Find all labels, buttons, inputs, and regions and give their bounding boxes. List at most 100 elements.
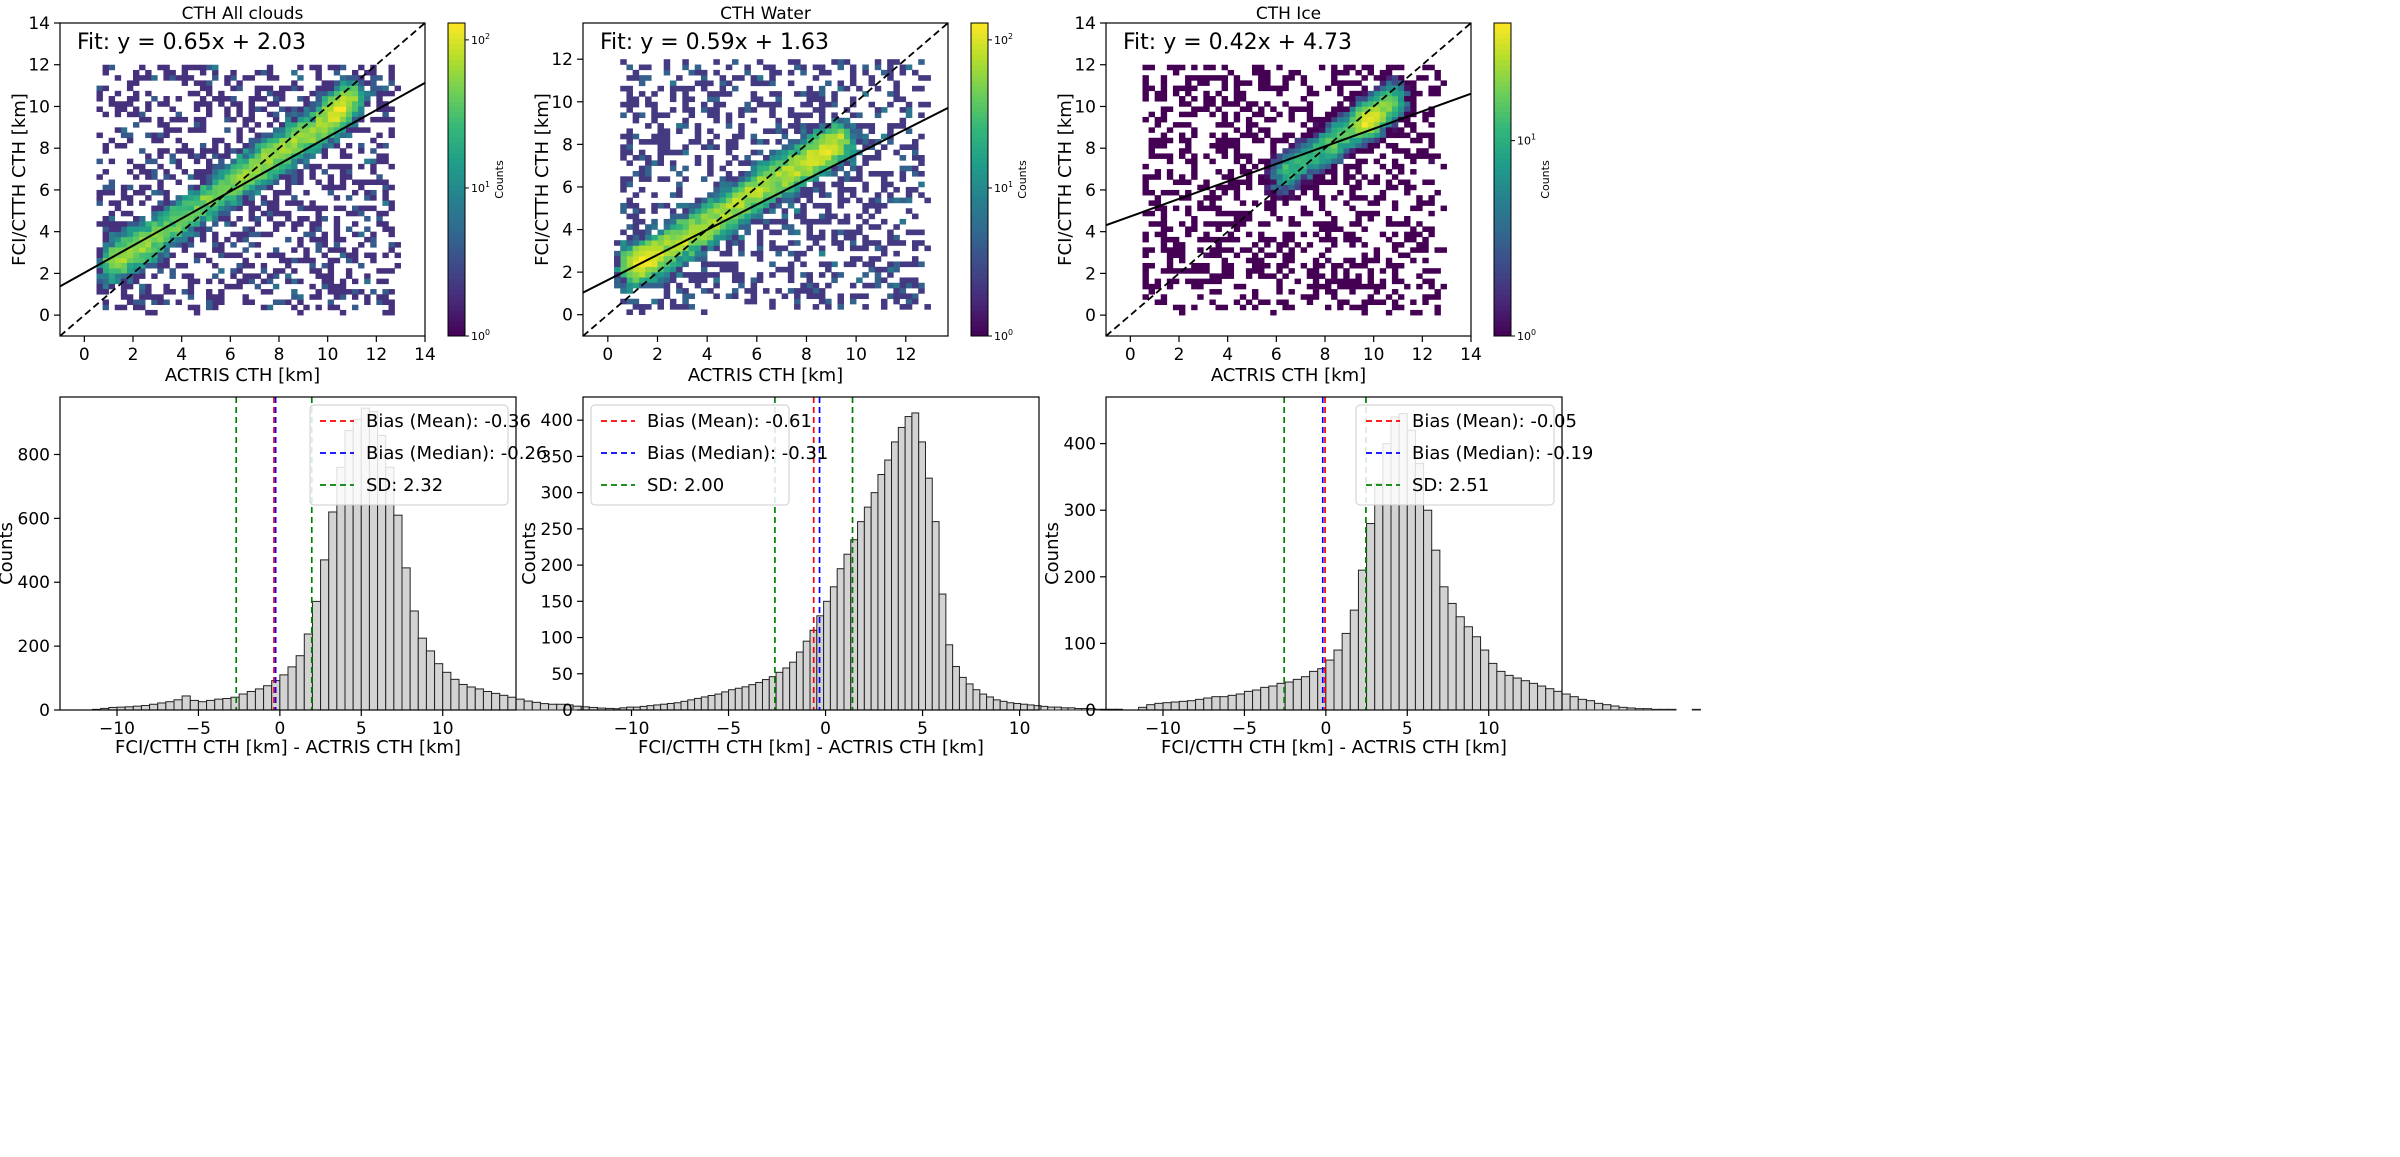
heatmap-cell <box>1288 153 1295 159</box>
heatmap-cell <box>181 80 189 86</box>
heatmap-cell <box>291 247 298 253</box>
heatmap-cell <box>126 294 134 300</box>
heatmap-cell <box>339 294 347 300</box>
colorbar-segment <box>1494 80 1511 87</box>
heatmap-cell <box>663 293 671 300</box>
heatmap-cell <box>199 195 207 201</box>
heatmap-cell <box>218 90 225 97</box>
heatmap-cell <box>763 202 770 209</box>
heatmap-cell <box>1337 226 1344 232</box>
heatmap-cell <box>837 123 845 129</box>
heatmap-cell <box>345 111 353 118</box>
heatmap-cell <box>339 283 347 290</box>
heatmap-cell <box>102 283 109 290</box>
heatmap-cell <box>719 208 727 214</box>
heatmap-cell <box>1398 163 1405 170</box>
heatmap-cell <box>769 272 776 278</box>
heatmap-cell <box>254 242 262 248</box>
heatmap-cell <box>744 181 751 188</box>
heatmap-cell <box>1391 64 1399 71</box>
heatmap-cell <box>1373 96 1381 102</box>
heatmap-cell <box>1361 283 1368 290</box>
heatmap-cell <box>1428 195 1435 201</box>
heatmap-cell <box>1233 236 1241 243</box>
heatmap-cell <box>339 205 347 212</box>
heatmap-cell <box>1270 116 1277 123</box>
heatmap-cell <box>800 123 807 129</box>
heatmap-cell <box>120 278 128 285</box>
heatmap-cell <box>626 133 633 140</box>
heatmap-cell <box>856 213 863 220</box>
heatmap-cell <box>1416 137 1423 144</box>
heatmap-cell <box>638 272 646 278</box>
heatmap-cell <box>272 169 280 175</box>
heatmap-cell <box>1252 268 1259 274</box>
heatmap-cell <box>1355 169 1362 175</box>
heatmap-cell <box>744 229 751 236</box>
histogram-bar <box>761 679 770 711</box>
heatmap-cell <box>339 101 347 107</box>
heatmap-cell <box>187 221 195 227</box>
heatmap-cell <box>669 266 677 273</box>
x-tick-label: 0 <box>820 719 831 739</box>
heatmap-cell <box>1367 179 1374 186</box>
heatmap-cell <box>133 262 140 269</box>
heatmap-cell <box>688 250 696 257</box>
heatmap-cell <box>1276 137 1283 144</box>
heatmap-cell <box>905 277 913 284</box>
heatmap-cell <box>663 149 671 156</box>
colorbar-segment <box>448 200 465 207</box>
heatmap-cell <box>800 186 807 193</box>
heatmap-cell <box>1185 111 1192 118</box>
heatmap-cell <box>96 283 103 290</box>
heatmap-cell <box>1300 163 1308 170</box>
heatmap-cell <box>133 189 140 196</box>
histogram-bar <box>1170 701 1180 711</box>
heatmap-cell <box>333 137 341 144</box>
heatmap-cell <box>1367 106 1374 112</box>
heatmap-cell <box>279 132 286 139</box>
heatmap-cell <box>781 245 789 252</box>
heatmap-cell <box>1239 283 1247 290</box>
histogram-bar <box>140 705 151 711</box>
heatmap-cell <box>339 174 347 180</box>
heatmap-cell <box>333 101 341 107</box>
heatmap-cell <box>682 213 689 220</box>
heatmap-cell <box>1306 169 1314 175</box>
heatmap-cell <box>193 64 201 71</box>
heatmap-cell <box>868 261 876 268</box>
heatmap-cell <box>1404 116 1411 123</box>
colorbar-segment <box>1494 273 1511 280</box>
heatmap-cell <box>837 181 845 188</box>
heatmap-cell <box>818 160 826 166</box>
histogram-bar <box>466 686 476 711</box>
heatmap-cell <box>713 234 720 241</box>
heatmap-cell <box>1203 80 1210 86</box>
heatmap-cell <box>1379 153 1387 159</box>
heatmap-cell <box>315 96 322 102</box>
heatmap-cell <box>1203 179 1210 186</box>
heatmap-cell <box>1203 101 1210 107</box>
heatmap-cell <box>96 289 103 295</box>
heatmap-cell <box>663 245 671 252</box>
x-tick-label: 0 <box>602 345 613 365</box>
heatmap-cell <box>862 181 869 188</box>
heatmap-cell <box>837 202 845 209</box>
heatmap-cell <box>787 272 795 278</box>
heatmap-cell <box>651 266 658 273</box>
heatmap-cell <box>285 236 292 243</box>
legend-label: Bias (Mean): -0.05 <box>1412 411 1577 432</box>
histogram-bar <box>1504 674 1514 711</box>
heatmap-cell <box>781 224 789 230</box>
heatmap-cell <box>303 106 310 112</box>
heatmap-cell <box>364 189 371 196</box>
heatmap-cell <box>102 111 109 118</box>
heatmap-cell <box>1391 262 1399 269</box>
colorbar-segment <box>971 69 988 76</box>
heatmap-cell <box>370 90 377 97</box>
heatmap-cell <box>133 278 140 285</box>
heatmap-cell <box>230 101 237 107</box>
colorbar-segment <box>1494 127 1511 134</box>
heatmap-cell <box>1404 283 1411 290</box>
heatmap-cell <box>272 137 280 144</box>
